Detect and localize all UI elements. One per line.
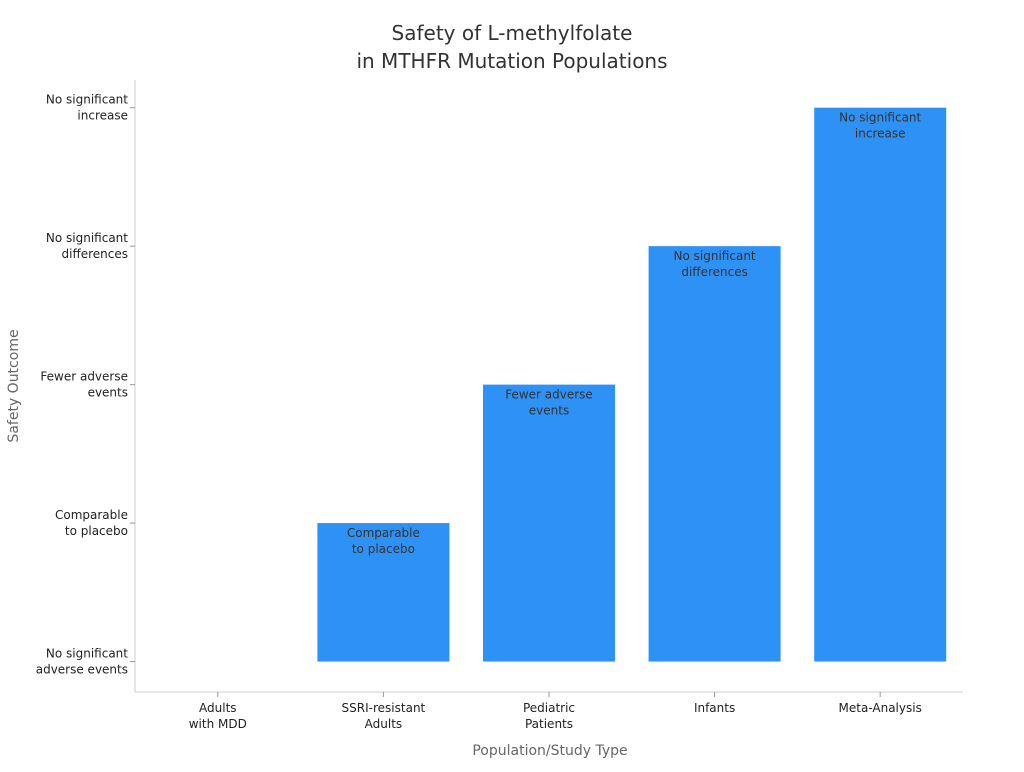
bar — [814, 107, 947, 662]
chart-title: Safety of L-methylfolate in MTHFR Mutatio… — [356, 21, 667, 73]
bar-data-label: No significant differences — [674, 249, 756, 279]
bar-data-label: No significant increase — [839, 111, 921, 141]
y-tick-label: No significant differences — [46, 231, 128, 261]
bar-data-label: Fewer adverse events — [505, 388, 593, 418]
x-tick-label: Adults with MDD — [189, 701, 247, 731]
x-tick-label: SSRI-resistant Adults — [342, 701, 426, 731]
y-tick-label: No significant adverse events — [36, 647, 129, 677]
bar — [317, 523, 450, 662]
x-tick-label: Meta-Analysis — [839, 701, 922, 715]
y-tick-label: Comparable to placebo — [55, 508, 128, 538]
bar — [483, 384, 615, 662]
y-tick-label: No significant increase — [46, 93, 128, 123]
y-axis-label: Safety Outcome — [6, 329, 22, 442]
y-tick-label: Fewer adverse events — [40, 370, 128, 400]
x-tick-label: Infants — [694, 701, 735, 715]
x-axis-label: Population/Study Type — [472, 743, 627, 759]
bar-data-label: Comparable to placebo — [347, 526, 420, 556]
x-tick-label: Pediatric Patients — [523, 701, 575, 731]
bar — [648, 246, 781, 662]
